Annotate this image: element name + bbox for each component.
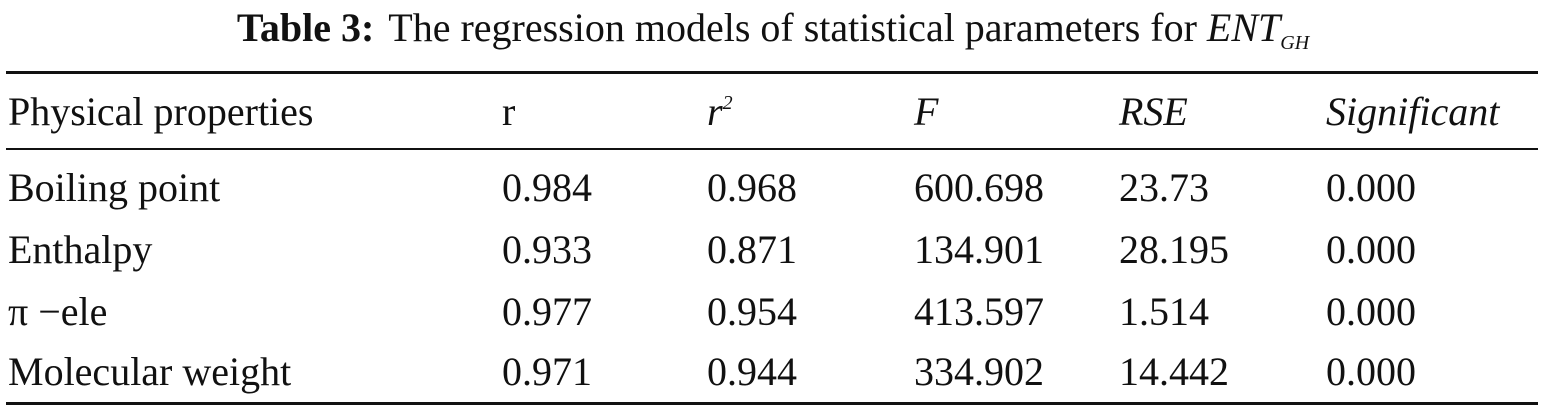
cell-r: 0.977 [502,289,592,334]
cell-f: 134.901 [914,227,1044,272]
cell-r-squared: 0.944 [707,349,797,394]
cell-significant: 0.000 [1326,349,1416,394]
table-row: π −ele 0.977 0.954 413.597 1.514 0.000 [0,286,1546,338]
cell-rse: 14.442 [1119,349,1229,394]
header-r-squared-base: r [707,89,723,134]
cell-f: 600.698 [914,165,1044,210]
header-r-squared-exponent: 2 [722,92,733,114]
cell-rse: 28.195 [1119,227,1229,272]
header-f: F [914,89,939,134]
caption-symbol: ENTGH [1206,5,1309,53]
cell-rse: 1.514 [1119,289,1209,334]
cell-property: Enthalpy [8,227,153,272]
table-label: Table 3: [236,5,375,50]
cell-r-squared: 0.871 [707,227,797,272]
symbol-main: ENT [1206,5,1281,50]
header-physical-properties: Physical properties [8,89,314,134]
cell-f: 334.902 [914,349,1044,394]
cell-r-squared: 0.968 [707,165,797,210]
top-rule [6,71,1538,74]
symbol-subscript: GH [1280,32,1310,54]
header-rse: RSE [1119,89,1188,134]
header-rule [6,148,1538,150]
header-significant: Significant [1326,89,1500,134]
header-r-squared: r2 [707,86,733,138]
cell-property: π −ele [8,289,108,334]
table-row: Molecular weight 0.971 0.944 334.902 14.… [0,346,1546,398]
cell-r: 0.984 [502,165,592,210]
table-header-row: Physical properties r r2 F RSE Significa… [0,86,1546,138]
cell-significant: 0.000 [1326,165,1416,210]
cell-f: 413.597 [914,289,1044,334]
bottom-rule [6,402,1538,405]
cell-r: 0.971 [502,349,592,394]
caption-text: The regression models of statistical par… [388,5,1197,50]
cell-property: Molecular weight [8,349,292,394]
table-row: Boiling point 0.984 0.968 600.698 23.73 … [0,162,1546,214]
cell-rse: 23.73 [1119,165,1209,210]
header-r: r [502,89,516,134]
cell-r-squared: 0.954 [707,289,797,334]
cell-property: Boiling point [8,165,221,210]
cell-significant: 0.000 [1326,227,1416,272]
table-row: Enthalpy 0.933 0.871 134.901 28.195 0.00… [0,224,1546,276]
table-caption: Table 3: The regression models of statist… [0,4,1546,53]
cell-r: 0.933 [502,227,592,272]
cell-significant: 0.000 [1326,289,1416,334]
